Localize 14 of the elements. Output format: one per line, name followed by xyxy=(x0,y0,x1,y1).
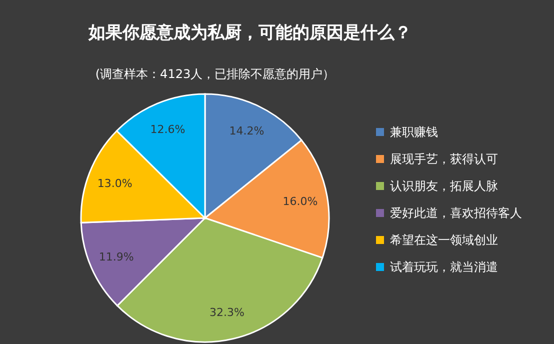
chart-subtitle: (调查样本：4123人，已排除不愿意的用户） xyxy=(95,67,335,81)
legend-label: 爱好此道，喜欢招待客人 xyxy=(390,206,522,220)
data-label: 16.0% xyxy=(282,195,318,208)
legend-label: 认识朋友，拓展人脉 xyxy=(390,179,498,193)
data-label: 14.2% xyxy=(229,124,264,138)
data-label: 12.6% xyxy=(150,122,186,136)
legend-label: 希望在这一领域创业 xyxy=(390,233,498,247)
legend-label: 兼职赚钱 xyxy=(390,125,438,139)
legend-label: 展现手艺，获得认可 xyxy=(390,152,498,166)
data-label: 13.0% xyxy=(97,176,132,190)
legend-label: 试着玩玩，就当消遣 xyxy=(390,260,498,274)
data-label: 11.9% xyxy=(98,250,134,264)
chart-title: 如果你愿意成为私厨，可能的原因是什么？ xyxy=(88,23,412,43)
data-label: 32.3% xyxy=(210,306,244,320)
